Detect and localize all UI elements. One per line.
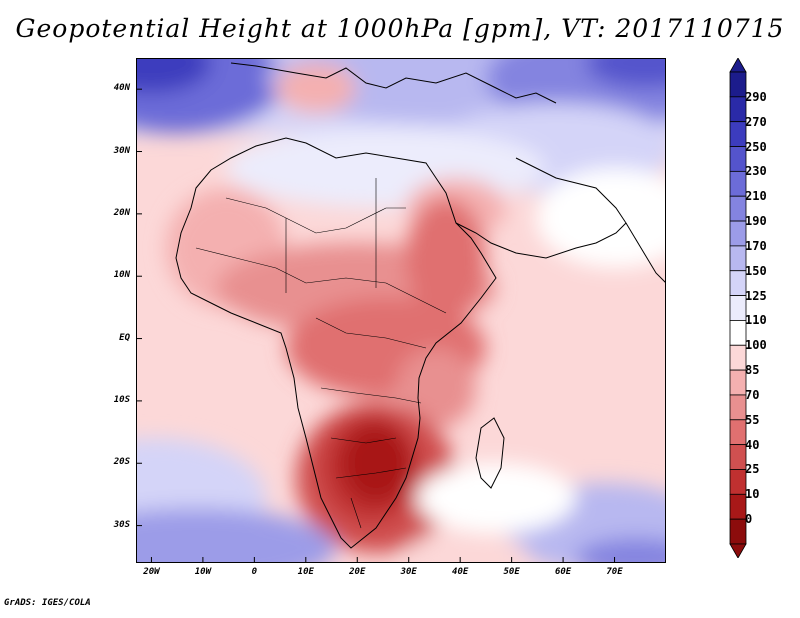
colorbar-swatch	[729, 220, 747, 247]
x-tick-label: 20W	[143, 567, 160, 577]
colorbar-swatch	[729, 518, 747, 545]
y-tick-label: EQ	[119, 332, 130, 343]
x-tick-label: 10E	[297, 567, 314, 577]
colorbar-swatch	[729, 170, 747, 197]
colorbar-top-arrow	[729, 58, 747, 73]
y-tick-label: 20N	[113, 207, 130, 218]
x-tick-label: 50E	[503, 567, 520, 577]
colorbar-label: 55	[745, 412, 760, 427]
colorbar-label: 100	[745, 338, 767, 353]
colorbar-label: 170	[745, 238, 767, 253]
colorbar-swatch	[729, 96, 747, 123]
colorbar-label: 40	[745, 437, 760, 452]
colorbar-label: 10	[745, 487, 760, 502]
colorbar-swatch	[729, 419, 747, 446]
map-panel	[136, 58, 666, 563]
y-tick-label: 10S	[113, 394, 130, 405]
colorbar-label: 125	[745, 288, 767, 303]
y-tick-label: 20S	[113, 457, 130, 468]
colorbar-label: 150	[745, 263, 767, 278]
height-field	[136, 58, 666, 563]
y-tick-label: 30S	[113, 519, 130, 530]
colorbar-label: 85	[745, 363, 760, 378]
colorbar-swatch	[729, 493, 747, 520]
colorbar-swatch	[729, 344, 747, 371]
chart-title: Geopotential Height at 1000hPa [gpm], VT…	[15, 14, 785, 43]
map-frame	[136, 58, 666, 563]
colorbar-swatch	[729, 444, 747, 470]
y-tick-label: 10N	[113, 270, 130, 281]
map-canvas	[136, 58, 666, 563]
colorbar-swatch	[729, 245, 747, 272]
y-tick-label: 40N	[113, 83, 130, 94]
x-tick-label: 30E	[400, 567, 417, 577]
colorbar-swatch	[729, 394, 747, 421]
colorbar-swatch	[729, 469, 747, 495]
x-tick-label: 0	[251, 567, 258, 577]
x-tick-label: 20E	[349, 567, 366, 577]
x-tick-label: 60E	[554, 567, 572, 577]
colorbar-label: 0	[745, 512, 753, 527]
footer-credit: GrADS: IGES/COLA	[4, 598, 91, 608]
colorbar-label: 250	[745, 139, 767, 154]
coastlines	[175, 62, 666, 549]
colorbar-label: 270	[745, 114, 767, 129]
colorbar-label: 25	[745, 462, 760, 477]
x-tick-label: 40E	[452, 567, 469, 577]
colorbar-swatch	[729, 270, 747, 296]
borders	[195, 178, 447, 529]
colorbar-swatch	[729, 195, 747, 222]
colorbar-swatch	[729, 121, 747, 147]
colorbar-label: 110	[745, 313, 767, 328]
colorbar-label: 210	[745, 189, 767, 204]
colorbar-swatch	[729, 71, 747, 98]
colorbar-label: 190	[745, 214, 767, 229]
colorbar-bottom-arrow	[729, 543, 747, 558]
colorbar-swatch	[729, 369, 747, 396]
colorbar-graphic	[729, 58, 747, 558]
colorbar-swatch	[729, 320, 747, 346]
colorbar-swatch	[729, 146, 747, 172]
colorbar-swatch	[729, 295, 747, 321]
y-tick-label: 30N	[113, 145, 130, 156]
colorbar-label: 70	[745, 387, 760, 402]
x-tick-label: 10W	[194, 567, 212, 577]
colorbar-label: 290	[745, 89, 767, 104]
x-tick-label: 70E	[606, 567, 623, 577]
colorbar-label: 230	[745, 164, 767, 179]
